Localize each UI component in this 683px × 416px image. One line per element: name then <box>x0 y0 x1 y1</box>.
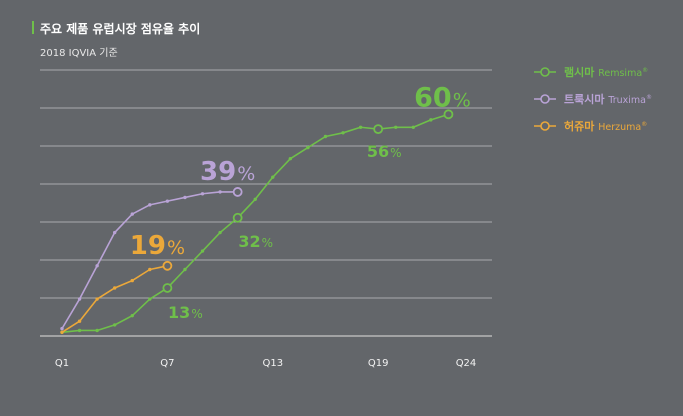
data-point <box>218 190 222 194</box>
data-point <box>411 125 416 129</box>
legend-marker <box>540 94 550 104</box>
data-point <box>77 297 82 301</box>
data-point <box>200 192 205 196</box>
data-point <box>200 249 205 253</box>
data-point <box>218 230 222 235</box>
data-point <box>341 131 345 135</box>
percent-sign: % <box>191 307 202 321</box>
percent-sign: % <box>453 89 471 111</box>
title-accent-bar <box>32 21 34 34</box>
data-label: 32% <box>238 232 273 251</box>
data-point <box>60 326 64 331</box>
data-point <box>271 175 275 179</box>
data-point-marker <box>232 187 243 197</box>
legend-brand: Herzuma <box>598 122 641 133</box>
data-point <box>358 125 363 129</box>
x-tick-label: Q13 <box>262 358 283 369</box>
data-point <box>77 319 82 323</box>
data-point <box>165 199 170 203</box>
data-point <box>95 264 99 268</box>
data-point <box>130 313 134 318</box>
data-point <box>306 145 310 150</box>
data-point-marker <box>162 260 173 271</box>
grid-lines <box>40 69 492 337</box>
legend-entry: 트룩시마 Truxima® <box>564 92 652 106</box>
data-point <box>323 134 328 139</box>
registered-mark: ® <box>642 67 648 74</box>
series-line <box>61 265 168 333</box>
data-point-marker <box>232 212 243 223</box>
data-label: 39% <box>200 157 255 187</box>
data-point <box>95 297 99 301</box>
data-point-marker <box>373 124 384 135</box>
data-point <box>112 230 117 235</box>
data-point <box>148 297 152 301</box>
data-label: 19% <box>130 231 185 261</box>
percent-sign: % <box>167 237 185 259</box>
series-lines <box>60 109 454 335</box>
data-point <box>130 278 134 283</box>
data-point <box>183 195 187 200</box>
legend: 램시마 Remsima® 트룩시마 Truxima® 허쥬마 Herzuma® <box>534 65 652 133</box>
chart-subtitle: 2018 IQVIA 기준 <box>40 48 118 59</box>
x-tick-label: Q7 <box>160 358 174 369</box>
data-point-marker <box>162 283 173 293</box>
percent-sign: % <box>262 236 273 250</box>
legend-marker <box>540 121 550 131</box>
registered-mark: ® <box>646 94 652 101</box>
x-tick-label: Q1 <box>55 358 69 369</box>
x-tick-label: Q24 <box>456 358 477 369</box>
data-point <box>77 328 82 333</box>
legend-marker <box>540 67 550 77</box>
x-tick-label: Q19 <box>368 358 389 369</box>
data-point <box>429 118 433 122</box>
data-point <box>394 125 398 129</box>
data-point <box>148 203 152 207</box>
data-point <box>95 328 99 333</box>
data-label: 56% <box>367 142 402 161</box>
chart-title: 주요 제품 유럽시장 점유율 추이 <box>40 22 201 36</box>
data-point <box>253 197 257 202</box>
legend-entry: 허쥬마 Herzuma® <box>564 119 647 133</box>
registered-mark: ® <box>641 121 647 128</box>
data-point <box>148 267 152 272</box>
percent-sign: % <box>390 146 401 160</box>
data-label: 13% <box>168 303 203 322</box>
legend-entry: 램시마 Remsima® <box>564 65 648 79</box>
data-point <box>112 323 117 327</box>
data-labels: 13% 32% 56% 60% 39% 19% <box>130 82 471 322</box>
legend-brand: Remsima <box>598 68 642 79</box>
x-axis: Q1 Q7 Q13 Q19 Q24 <box>55 358 476 369</box>
data-point <box>112 286 117 290</box>
data-point <box>288 156 293 161</box>
data-label: 60% <box>414 82 471 113</box>
legend-brand: Truxima <box>607 95 646 106</box>
data-point <box>60 330 64 335</box>
data-point <box>183 267 187 272</box>
data-point-marker <box>443 109 454 120</box>
percent-sign: % <box>237 163 255 185</box>
data-point <box>130 212 134 216</box>
